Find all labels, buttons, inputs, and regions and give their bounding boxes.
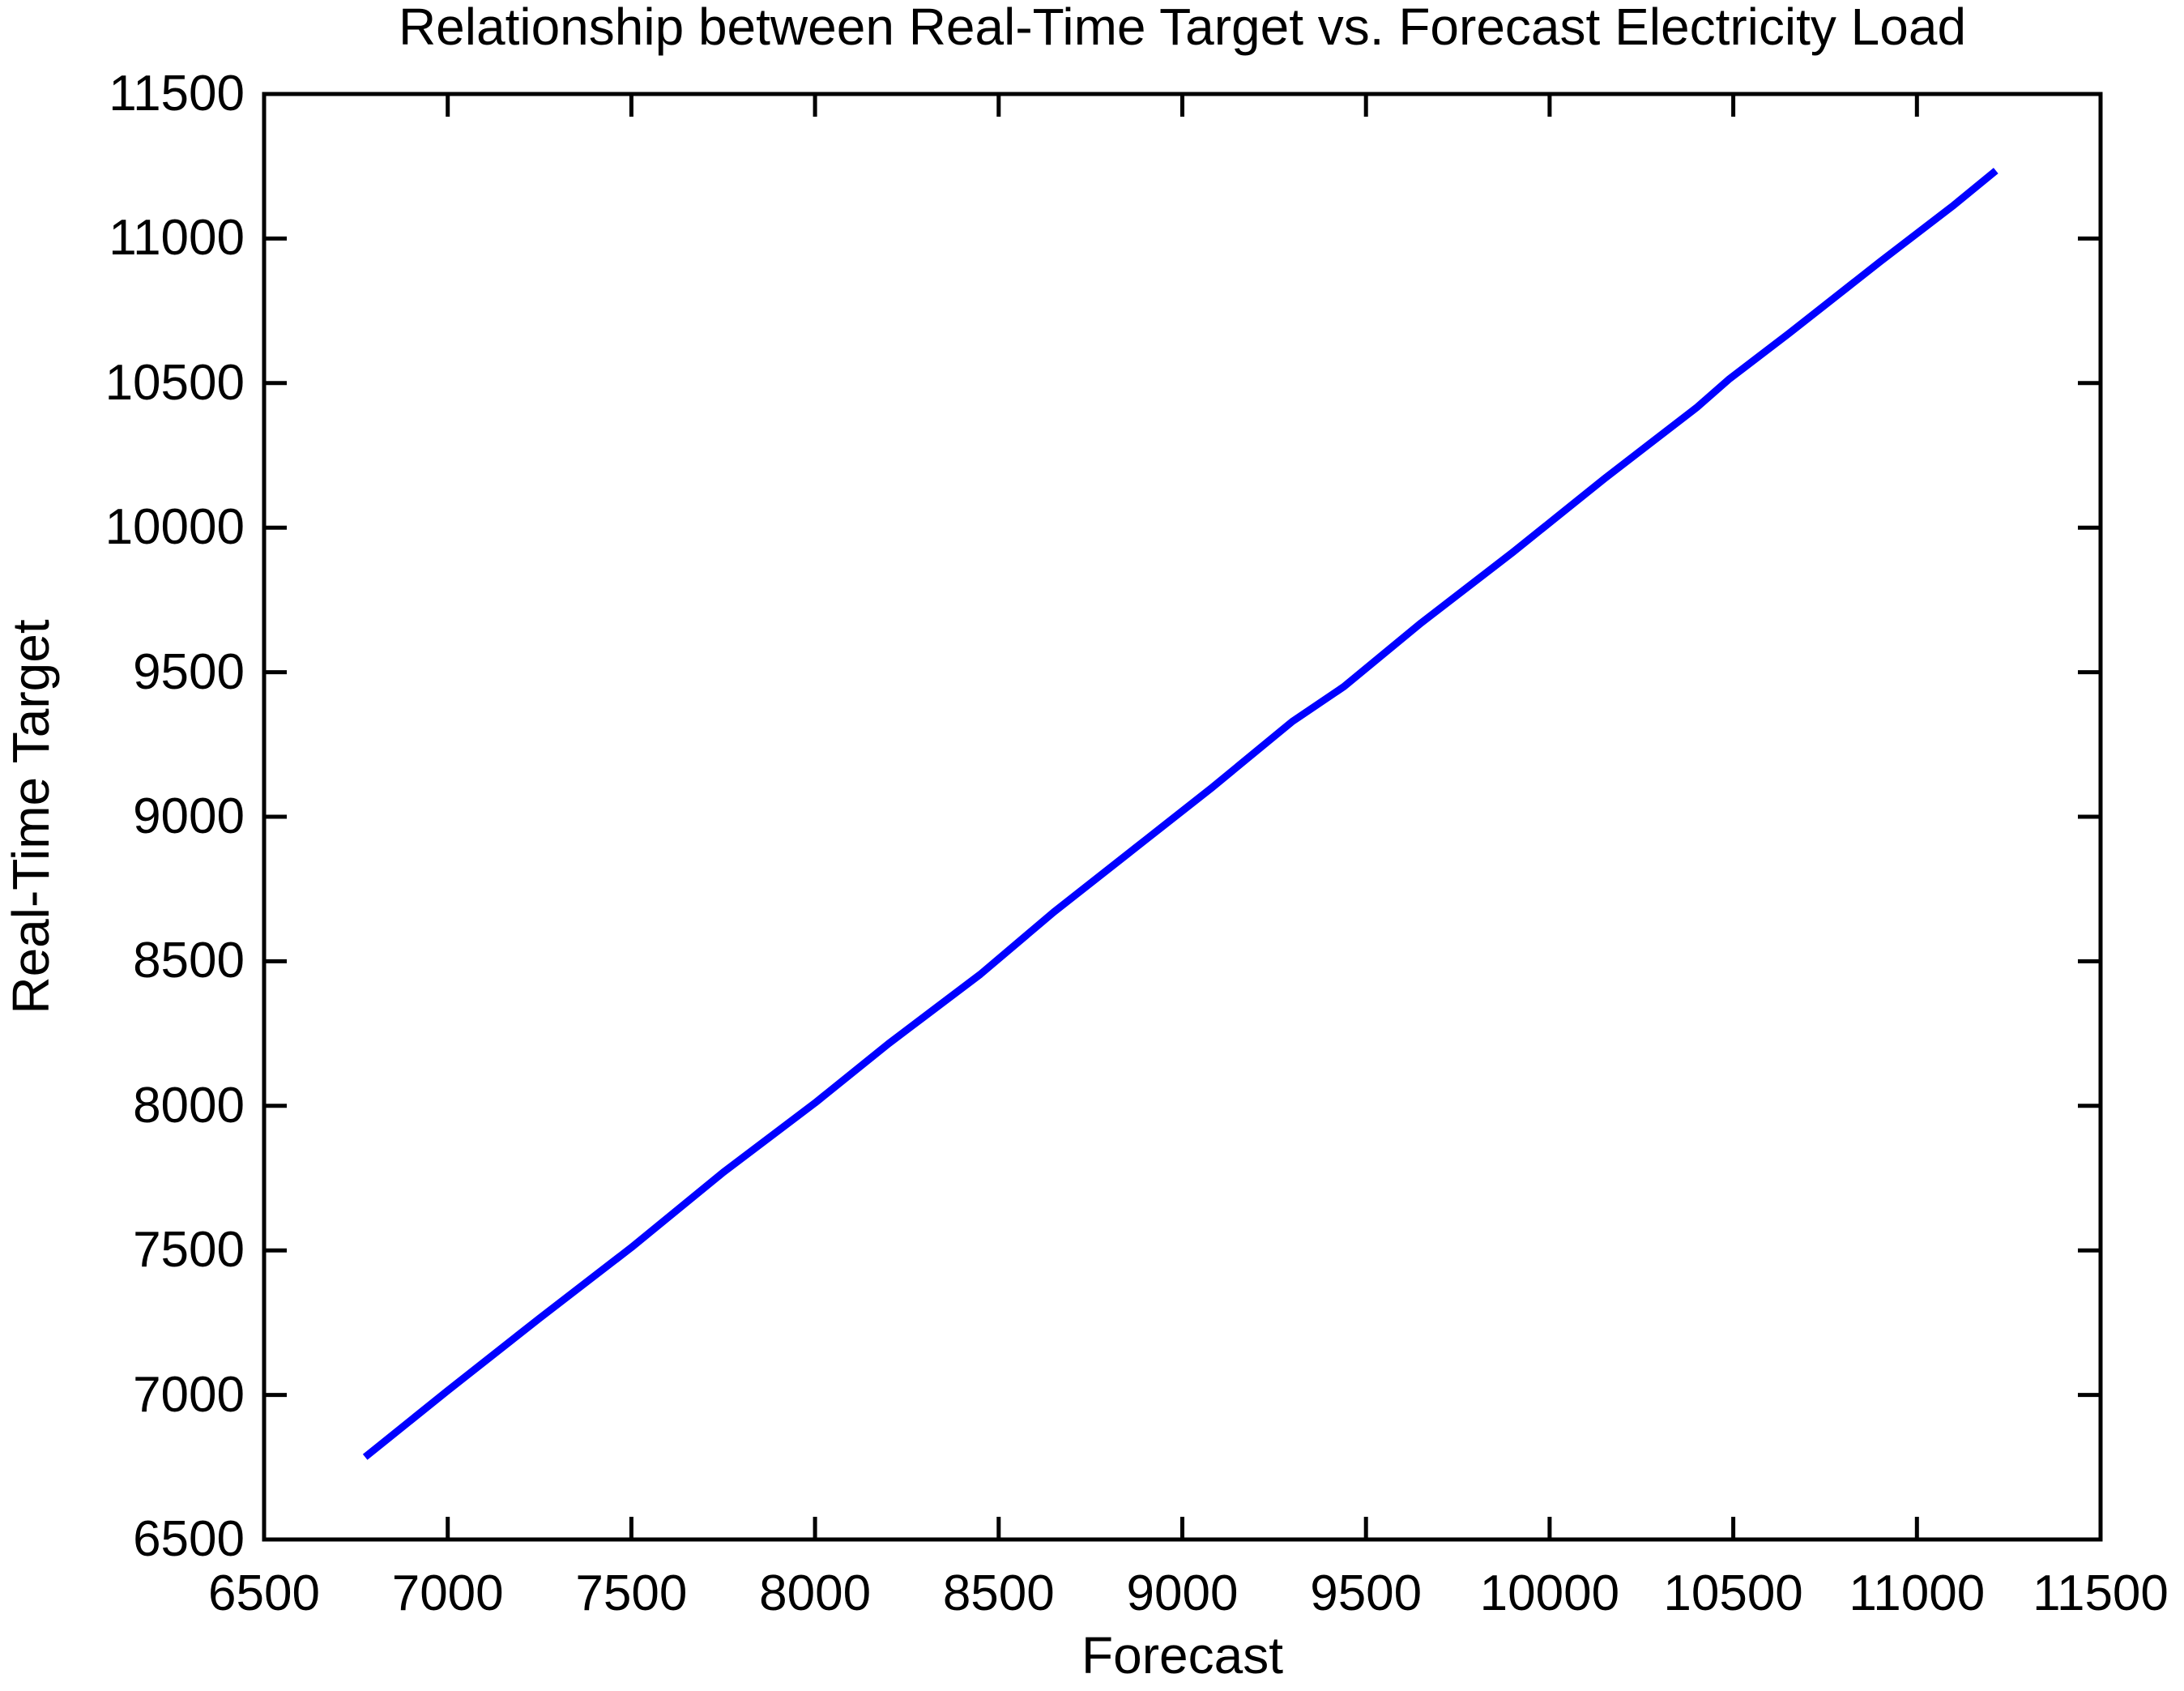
y-tick-label: 11500 <box>109 66 245 122</box>
y-tick-label: 6500 <box>133 1511 245 1567</box>
x-tick-label: 11000 <box>1849 1565 1986 1621</box>
x-tick-label: 7000 <box>391 1565 504 1621</box>
tick-marks <box>262 92 2103 1542</box>
data-line <box>362 168 1998 1460</box>
chart-title: Relationship between Real-Time Target vs… <box>398 0 1967 56</box>
y-tick-label: 7500 <box>133 1222 245 1279</box>
x-tick-label: 8500 <box>942 1565 1055 1621</box>
y-tick-label: 9500 <box>133 643 245 700</box>
x-tick-label: 9500 <box>1310 1565 1423 1621</box>
y-tick-label: 9000 <box>133 788 245 844</box>
x-tick-label: 6500 <box>208 1565 320 1621</box>
x-tick-label: 10000 <box>1479 1565 1620 1621</box>
x-tick-label: 11500 <box>2033 1565 2169 1621</box>
y-tick-label: 11000 <box>109 210 245 267</box>
y-tick-label: 10000 <box>105 499 245 556</box>
x-tick-label: 10500 <box>1663 1565 1803 1621</box>
y-tick-label: 8500 <box>133 933 245 989</box>
x-tick-label: 9000 <box>1126 1565 1239 1621</box>
y-tick-label: 10500 <box>105 354 245 411</box>
x-tick-label: 7500 <box>575 1565 688 1621</box>
x-axis-label: Forecast <box>1081 1626 1283 1685</box>
y-tick-label: 8000 <box>133 1077 245 1134</box>
y-tick-label: 7000 <box>133 1366 245 1423</box>
x-tick-label: 8000 <box>759 1565 872 1621</box>
